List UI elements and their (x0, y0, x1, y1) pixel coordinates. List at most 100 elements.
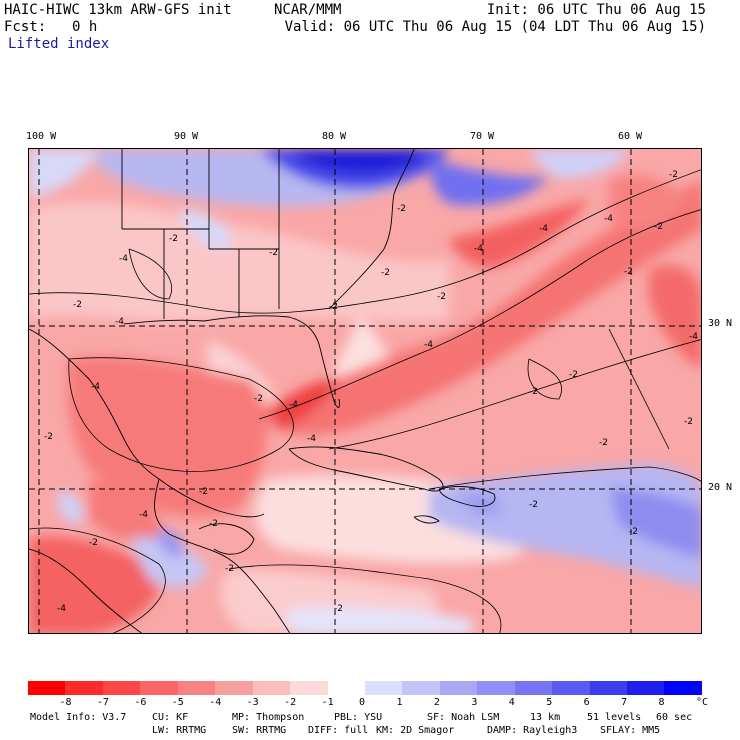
colorbar-cell (552, 681, 590, 695)
contour-label: -4 (57, 604, 66, 614)
contour-label: -2 (225, 564, 234, 574)
contour-label: -4 (289, 400, 298, 410)
contour-label: -4 (115, 317, 124, 327)
contour-label-group: -2 -2 -2 -2 -2 -2 -2 -2 -2 -2 -2 -2 -2 -… (44, 170, 698, 614)
contour-label: -2 (397, 204, 406, 214)
colorbar-tick-label: -1 (321, 697, 334, 708)
contour-label: -2 (254, 394, 263, 404)
organization-label: NCAR/MMM (274, 2, 342, 18)
info-lw: LW: RRTMG (152, 725, 207, 736)
colorbar-cell (514, 681, 553, 695)
lat-label-20n: 20 N (708, 482, 733, 493)
colorbar-tick-label: -2 (284, 697, 297, 708)
contour-label: -2 (329, 302, 338, 312)
colorbar-cell (364, 681, 403, 695)
colorbar-tick-label: -4 (209, 697, 222, 708)
info-diff: DIFF: full (308, 725, 369, 736)
model-title: HAIC-HIWC 13km ARW-GFS init (4, 2, 232, 18)
colorbar-units: °C (696, 697, 709, 708)
colorbar-tick-label: 8 (658, 697, 665, 708)
info-resolution: 13 km (530, 712, 561, 723)
map-canvas: -2 -2 -2 -2 -2 -2 -2 -2 -2 -2 -2 -2 -2 -… (29, 149, 701, 633)
contour-label: -4 (474, 244, 483, 254)
contour-label: -2 (529, 387, 538, 397)
contour-label: -2 (334, 604, 343, 614)
contour-label: -4 (119, 254, 128, 264)
contour-label: -2 (569, 370, 578, 380)
colorbar-cell (140, 681, 178, 695)
field-name: Lifted index (8, 36, 110, 52)
forecast-label: Fcst: (4, 19, 47, 35)
info-km: KM: 2D Smagor (376, 725, 455, 736)
colorbar-cell (215, 681, 253, 695)
contour-label: -2 (684, 417, 693, 427)
lon-label-80w: 80 W (322, 131, 347, 142)
contour-label: -2 (381, 268, 390, 278)
lifted-index-map: -2 -2 -2 -2 -2 -2 -2 -2 -2 -2 -2 -2 -2 -… (28, 148, 702, 634)
contour-label: -2 (89, 538, 98, 548)
init-time: Init: 06 UTC Thu 06 Aug 15 (486, 2, 706, 18)
colorbar (28, 681, 702, 695)
colorbar-cell (477, 681, 515, 695)
info-pbl: PBL: YSU (334, 712, 383, 723)
contour-label: -4 (139, 510, 148, 520)
lon-label-60w: 60 W (618, 131, 643, 142)
contour-label: -2 (269, 248, 278, 258)
contour-label: -2 (437, 292, 446, 302)
colorbar-tick-label: 3 (471, 697, 478, 708)
contour-label: -4 (689, 332, 698, 342)
contour-label: -2 (169, 234, 178, 244)
colorbar-tick-label: 7 (621, 697, 628, 708)
colorbar-cell (327, 681, 365, 695)
valid-time: Valid: 06 UTC Thu 06 Aug 15 (04 LDT Thu … (284, 19, 706, 35)
contour-label: -2 (73, 300, 82, 310)
contour-label: -4 (91, 382, 100, 392)
info-levels: 51 levels (587, 712, 642, 723)
contour-label: -2 (669, 170, 678, 180)
colorbar-tick-label: -8 (59, 697, 72, 708)
colorbar-tick-label: 1 (396, 697, 403, 708)
colorbar-cell (252, 681, 291, 695)
contour-label: -2 (529, 500, 538, 510)
info-damp: DAMP: Rayleigh3 (487, 725, 578, 736)
colorbar-cell (439, 681, 478, 695)
colorbar-tick-label: -5 (171, 697, 184, 708)
info-cu: CU: KF (152, 712, 189, 723)
info-sflay: SFLAY: MM5 (600, 725, 661, 736)
colorbar-tick-label: 6 (583, 697, 590, 708)
colorbar-cell (589, 681, 627, 695)
coastlines (29, 149, 496, 633)
info-sf: SF: Noah LSM (427, 712, 500, 723)
colorbar-cell (65, 681, 103, 695)
colorbar-tick-label: 2 (433, 697, 440, 708)
info-timestep: 60 sec (656, 712, 693, 723)
contour-label: -4 (604, 214, 613, 224)
colorbar-tick-label: 4 (508, 697, 515, 708)
colorbar-tick-label: 0 (359, 697, 366, 708)
contour-label: -2 (629, 527, 638, 537)
colorbar-tick-label: -7 (96, 697, 109, 708)
colorbar-cell (28, 681, 66, 695)
contour-label: -2 (654, 222, 663, 232)
lon-label-100w: 100 W (26, 131, 57, 142)
colorbar-cell (402, 681, 440, 695)
contour-label: -4 (424, 340, 433, 350)
contour-label: -4 (307, 434, 316, 444)
contour-label: -2 (599, 438, 608, 448)
lat-lon-grid (29, 149, 701, 633)
colorbar-cell (290, 681, 328, 695)
colorbar-tick-label: -3 (246, 697, 259, 708)
contour-label: -2 (44, 432, 53, 442)
lon-label-90w: 90 W (174, 131, 199, 142)
colorbar-cell (664, 681, 702, 695)
field-shading (29, 149, 701, 633)
contour-label: -2 (199, 487, 208, 497)
colorbar-cell (177, 681, 216, 695)
contour-lines (29, 169, 701, 633)
info-mp: MP: Thompson (232, 712, 305, 723)
lat-label-30n: 30 N (708, 318, 733, 329)
colorbar-cell (627, 681, 665, 695)
colorbar-cell (102, 681, 141, 695)
info-sw: SW: RRTMG (232, 725, 287, 736)
lon-label-70w: 70 W (470, 131, 495, 142)
